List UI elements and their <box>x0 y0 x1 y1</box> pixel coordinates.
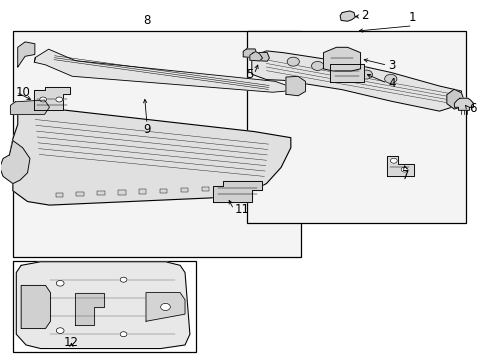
Circle shape <box>56 97 62 102</box>
Bar <box>118 190 125 194</box>
Circle shape <box>120 277 127 282</box>
Text: 12: 12 <box>64 336 79 348</box>
Polygon shape <box>34 87 70 110</box>
Circle shape <box>400 167 407 172</box>
Polygon shape <box>10 100 49 114</box>
Text: 11: 11 <box>234 203 249 216</box>
Polygon shape <box>212 181 261 202</box>
Text: 1: 1 <box>408 11 416 24</box>
Text: 10: 10 <box>15 86 30 99</box>
Polygon shape <box>146 293 184 321</box>
Text: 5: 5 <box>245 68 253 81</box>
Polygon shape <box>75 293 104 325</box>
Polygon shape <box>255 53 269 61</box>
Polygon shape <box>9 108 290 205</box>
Circle shape <box>120 332 127 337</box>
Polygon shape <box>243 49 257 58</box>
Text: 8: 8 <box>143 14 150 27</box>
Ellipse shape <box>360 70 372 79</box>
Text: 6: 6 <box>468 102 475 115</box>
Polygon shape <box>285 76 305 96</box>
Ellipse shape <box>384 75 396 84</box>
Circle shape <box>389 158 396 163</box>
Bar <box>181 188 188 192</box>
Ellipse shape <box>286 57 299 66</box>
Polygon shape <box>34 49 288 92</box>
Text: 4: 4 <box>387 77 395 90</box>
Circle shape <box>56 280 64 286</box>
Polygon shape <box>453 98 472 110</box>
Bar <box>160 189 167 193</box>
Polygon shape <box>0 140 30 184</box>
Bar <box>76 192 83 196</box>
Text: 2: 2 <box>361 9 368 22</box>
Polygon shape <box>323 47 360 71</box>
Bar <box>13 261 195 352</box>
Text: 3: 3 <box>387 59 395 72</box>
Ellipse shape <box>335 66 347 75</box>
Bar <box>97 191 104 195</box>
Bar <box>246 31 466 223</box>
Polygon shape <box>329 64 363 82</box>
Bar <box>13 31 300 257</box>
Polygon shape <box>386 156 413 176</box>
Polygon shape <box>339 11 354 21</box>
Bar <box>202 187 209 192</box>
Bar <box>56 193 63 197</box>
Polygon shape <box>21 285 50 328</box>
Bar <box>139 189 146 194</box>
Polygon shape <box>251 51 461 111</box>
Polygon shape <box>18 42 35 67</box>
Circle shape <box>56 328 64 333</box>
Polygon shape <box>446 89 463 109</box>
Polygon shape <box>16 262 189 348</box>
Polygon shape <box>249 51 262 61</box>
Text: 9: 9 <box>143 123 150 136</box>
Circle shape <box>160 303 170 311</box>
Ellipse shape <box>311 62 323 71</box>
Text: 7: 7 <box>401 169 408 182</box>
Circle shape <box>40 97 46 102</box>
